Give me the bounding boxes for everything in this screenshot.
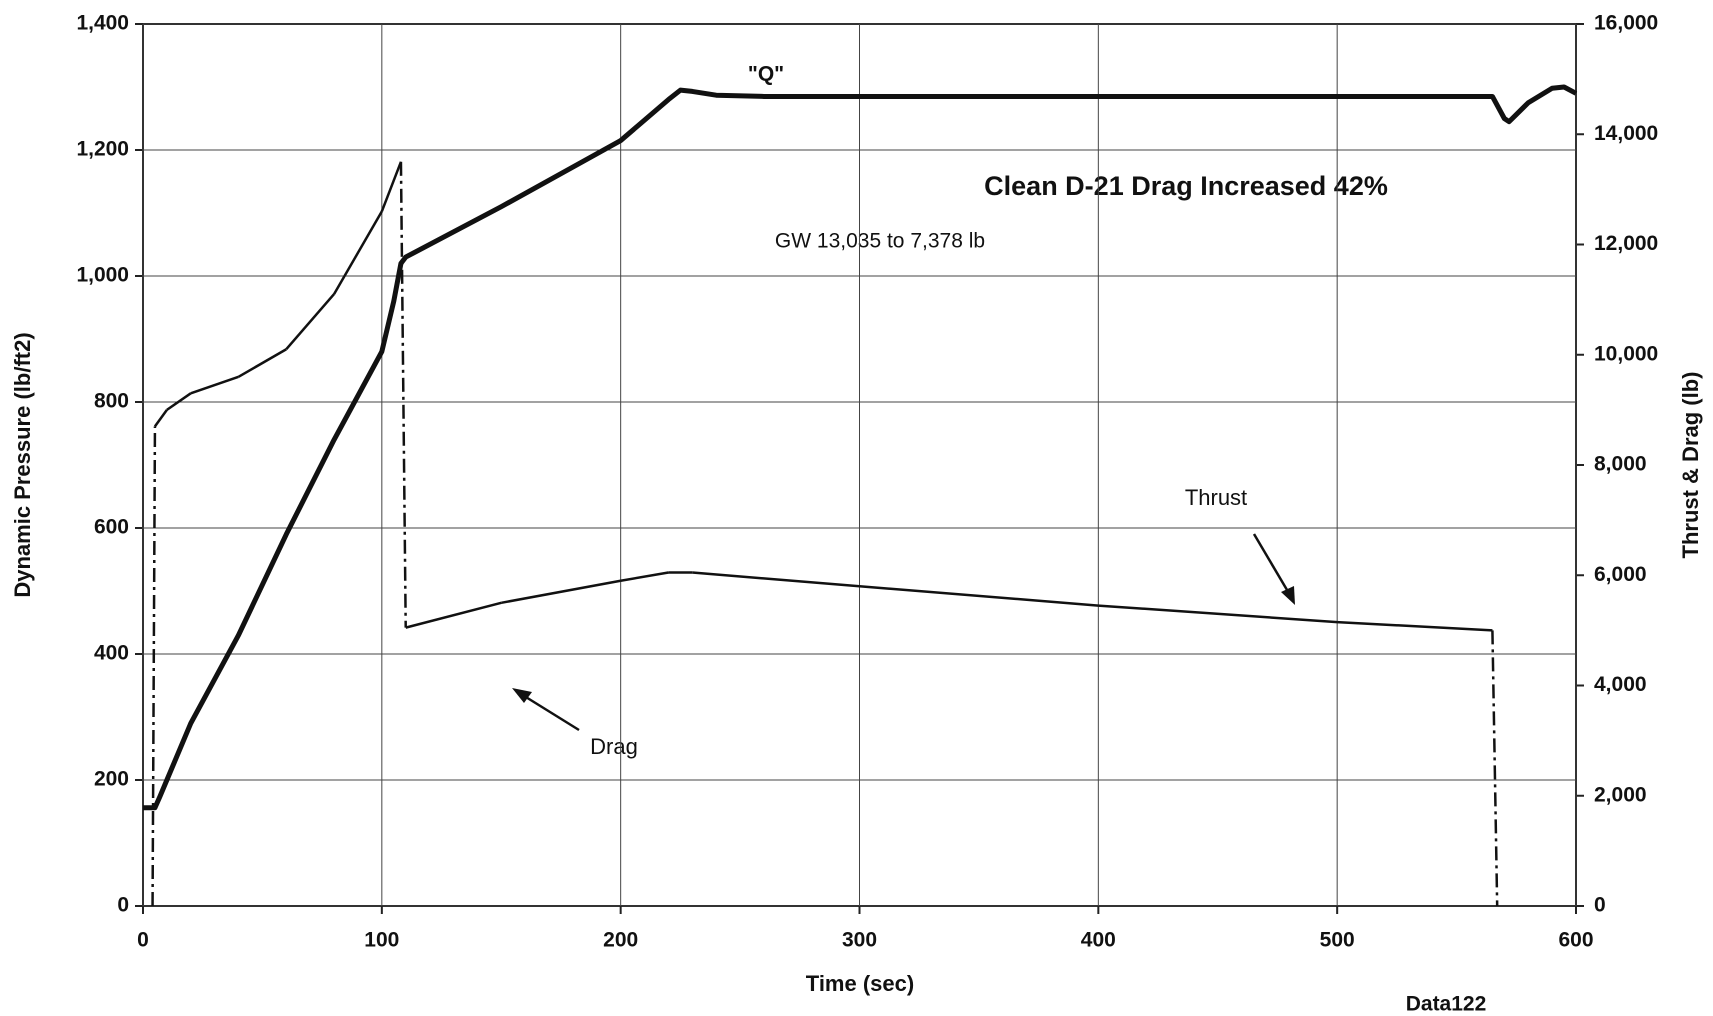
line-segment <box>153 409 168 428</box>
arrows <box>512 533 1295 732</box>
y-tick-label: 1,000 <box>76 264 129 287</box>
line-segment <box>1337 620 1493 632</box>
line-segment <box>620 571 669 582</box>
line-segment <box>237 348 287 378</box>
x-tick-label: 400 <box>1081 929 1116 952</box>
annotation: Clean D-21 Drag Increased 42% <box>984 171 1388 201</box>
line-segment <box>405 601 502 629</box>
x-tick-label: 200 <box>603 929 638 952</box>
footnote: Data122 <box>1406 993 1487 1016</box>
y2-tick-label: 12,000 <box>1594 232 1658 255</box>
x-axis-title: Time (sec) <box>806 971 914 996</box>
annotation: GW 13,035 to 7,378 lb <box>775 230 985 253</box>
arrow-head <box>1281 586 1295 605</box>
x-tick-label: 300 <box>842 929 877 952</box>
line-segment <box>332 210 383 295</box>
x-tick-label: 600 <box>1558 929 1593 952</box>
y-tick-label: 600 <box>94 516 129 539</box>
x-tick-label: 0 <box>137 929 149 952</box>
thrust-drop <box>151 426 157 907</box>
y-tick-label: 400 <box>94 642 129 665</box>
y2-tick-label: 10,000 <box>1594 342 1658 365</box>
arrow-head <box>512 688 532 703</box>
y2-tick-label: 0 <box>1594 894 1606 917</box>
y2-tick-label: 8,000 <box>1594 453 1647 476</box>
y-tick-label: 1,400 <box>76 12 129 35</box>
y2-tick-label: 2,000 <box>1594 783 1647 806</box>
line-segment <box>1098 604 1338 624</box>
line-segment <box>501 579 621 605</box>
y2-tick-label: 6,000 <box>1594 563 1647 586</box>
line-segment <box>166 392 192 411</box>
annotation: Drag <box>590 734 638 759</box>
thrust-drop <box>1491 630 1499 907</box>
y-tick-label: 800 <box>94 390 129 413</box>
line-segment <box>692 571 860 588</box>
q-line <box>143 84 1578 811</box>
y2-tick-label: 4,000 <box>1594 673 1647 696</box>
y2-axis-title: Thrust & Drag (lb) <box>1678 372 1703 559</box>
y2-tick-label: 16,000 <box>1594 12 1658 35</box>
y-tick-label: 1,200 <box>76 138 129 161</box>
series-label: Thrust <box>1185 485 1247 510</box>
line-segment <box>285 293 336 351</box>
y2-tick-label: 14,000 <box>1594 122 1658 145</box>
arrow <box>520 692 580 732</box>
y-axis-title: Dynamic Pressure (lb/ft2) <box>10 332 35 597</box>
line-segment <box>380 161 403 212</box>
x-tick-label: 500 <box>1320 929 1355 952</box>
line-segment <box>190 375 239 395</box>
y-tick-label: 200 <box>94 768 129 791</box>
arrow <box>1252 533 1292 596</box>
thrust-drop <box>399 161 407 628</box>
series-label: "Q" <box>748 63 784 86</box>
line-segment <box>859 585 1099 607</box>
x-tick-label: 100 <box>364 929 399 952</box>
y-tick-label: 0 <box>117 894 129 917</box>
